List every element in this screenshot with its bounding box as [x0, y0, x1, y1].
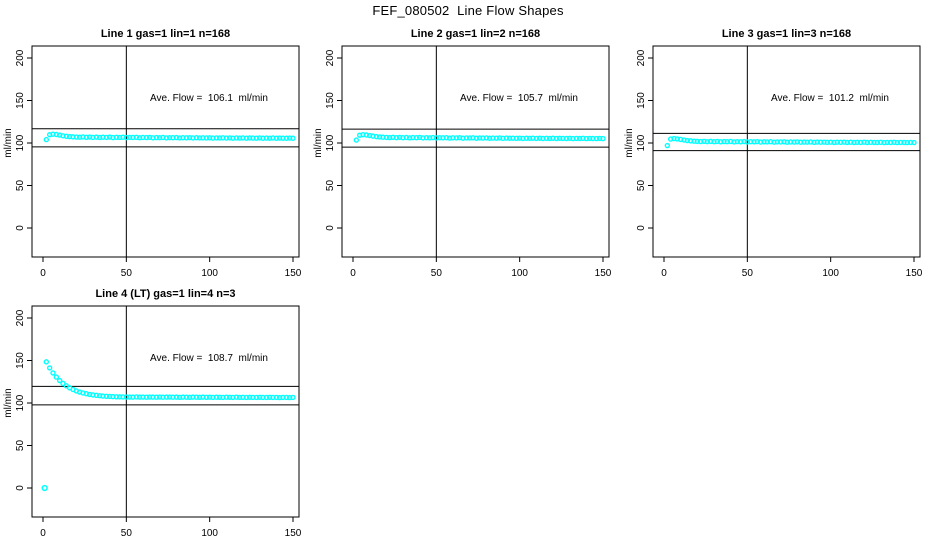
main-title: FEF_080502 Line Flow Shapes — [372, 3, 564, 18]
y-tick-label: 0 — [636, 225, 647, 231]
y-axis: 0 50 100 150 200 ml/min — [3, 309, 32, 491]
y-tick-label: 100 — [15, 394, 26, 411]
data-point — [60, 380, 66, 387]
data-point — [911, 139, 917, 146]
x-tick-label: 100 — [201, 268, 218, 279]
x-tick-label: 150 — [285, 528, 302, 539]
x-tick-label: 0 — [40, 268, 46, 279]
y-axis: 0 50 100 150 200 ml/min — [313, 49, 342, 231]
ave-flow-label: Ave. Flow = 101.2 ml/min — [771, 93, 889, 104]
y-axis-title: ml/min — [624, 128, 635, 157]
data-series — [43, 131, 296, 143]
ave-flow-label: Ave. Flow = 106.1 ml/min — [150, 93, 268, 104]
y-tick-label: 0 — [325, 225, 336, 231]
x-tick-label: 100 — [822, 268, 839, 279]
y-tick-label: 150 — [15, 352, 26, 369]
plot-box — [31, 305, 300, 518]
y-tick-label: 150 — [636, 92, 647, 109]
data-point — [290, 135, 296, 141]
y-tick-label: 200 — [15, 309, 26, 326]
x-tick-label: 50 — [742, 268, 754, 279]
x-tick-label: 0 — [661, 268, 667, 279]
data-series — [353, 131, 606, 143]
y-tick-label: 100 — [636, 134, 647, 151]
y-axis-title: ml/min — [3, 388, 14, 417]
y-tick-label: 150 — [15, 92, 26, 109]
y-axis: 0 50 100 150 200 ml/min — [624, 49, 653, 231]
x-axis: 0 50 100 150 — [350, 257, 612, 279]
x-tick-label: 100 — [511, 268, 528, 279]
plot-box — [341, 45, 610, 258]
x-axis: 0 50 100 150 — [40, 517, 302, 539]
data-point — [50, 370, 56, 376]
x-tick-label: 50 — [431, 268, 443, 279]
y-tick-label: 150 — [325, 92, 336, 109]
data-point — [43, 359, 50, 365]
panel-title: Line 3 gas=1 lin=3 n=168 — [722, 28, 851, 40]
plot-box — [31, 45, 300, 258]
x-axis: 0 50 100 150 — [40, 257, 302, 279]
y-axis: 0 50 100 150 200 ml/min — [3, 49, 32, 231]
panel-2: 0 50 100 150 200 ml/min 0 50 100 150 Line 2 gas=1 … — [313, 28, 612, 279]
y-tick-label: 200 — [325, 49, 336, 66]
y-axis-title: ml/min — [3, 128, 14, 157]
data-point — [56, 377, 63, 384]
x-tick-label: 50 — [121, 528, 133, 539]
y-tick-label: 100 — [15, 134, 26, 151]
panel-title: Line 4 (LT) gas=1 lin=4 n=3 — [95, 288, 235, 300]
data-point — [43, 136, 50, 143]
y-tick-label: 50 — [325, 180, 336, 192]
y-tick-label: 200 — [636, 49, 647, 66]
data-series — [664, 135, 917, 149]
x-tick-label: 50 — [121, 268, 133, 279]
panel-1: 0 50 100 150 200 ml/min 0 50 100 150 Line 1 gas=1 … — [3, 28, 302, 279]
y-tick-label: 200 — [15, 49, 26, 66]
y-tick-label: 0 — [15, 485, 26, 491]
panel-3: 0 50 100 150 200 ml/min 0 50 100 150 Line 3 gas=1 … — [624, 28, 923, 279]
panel-title: Line 2 gas=1 lin=2 n=168 — [411, 28, 540, 40]
y-tick-label: 50 — [636, 180, 647, 192]
data-point — [290, 394, 296, 401]
y-tick-label: 0 — [15, 225, 26, 231]
ave-flow-label: Ave. Flow = 105.7 ml/min — [460, 93, 578, 104]
y-tick-label: 50 — [15, 440, 26, 452]
data-point — [600, 135, 606, 142]
x-tick-label: 0 — [40, 528, 46, 539]
data-point — [353, 137, 360, 143]
x-tick-label: 150 — [285, 268, 302, 279]
plot-box — [652, 45, 921, 258]
x-tick-label: 0 — [350, 268, 356, 279]
x-tick-label: 150 — [595, 268, 612, 279]
data-series — [41, 359, 296, 492]
panel-4: 0 50 100 150 200 ml/min 0 50 100 150 Line 4 (LT) g… — [3, 288, 302, 539]
data-point — [46, 365, 53, 371]
ave-flow-label: Ave. Flow = 108.7 ml/min — [150, 353, 268, 364]
x-axis: 0 50 100 150 — [661, 257, 923, 279]
y-axis-title: ml/min — [313, 128, 324, 157]
y-tick-label: 100 — [325, 134, 336, 151]
x-tick-label: 150 — [906, 268, 923, 279]
data-point — [53, 374, 60, 380]
y-tick-label: 50 — [15, 180, 26, 192]
outlier-point — [41, 484, 48, 492]
panel-title: Line 1 gas=1 lin=1 n=168 — [101, 28, 230, 40]
data-point — [664, 142, 671, 149]
x-tick-label: 100 — [201, 528, 218, 539]
